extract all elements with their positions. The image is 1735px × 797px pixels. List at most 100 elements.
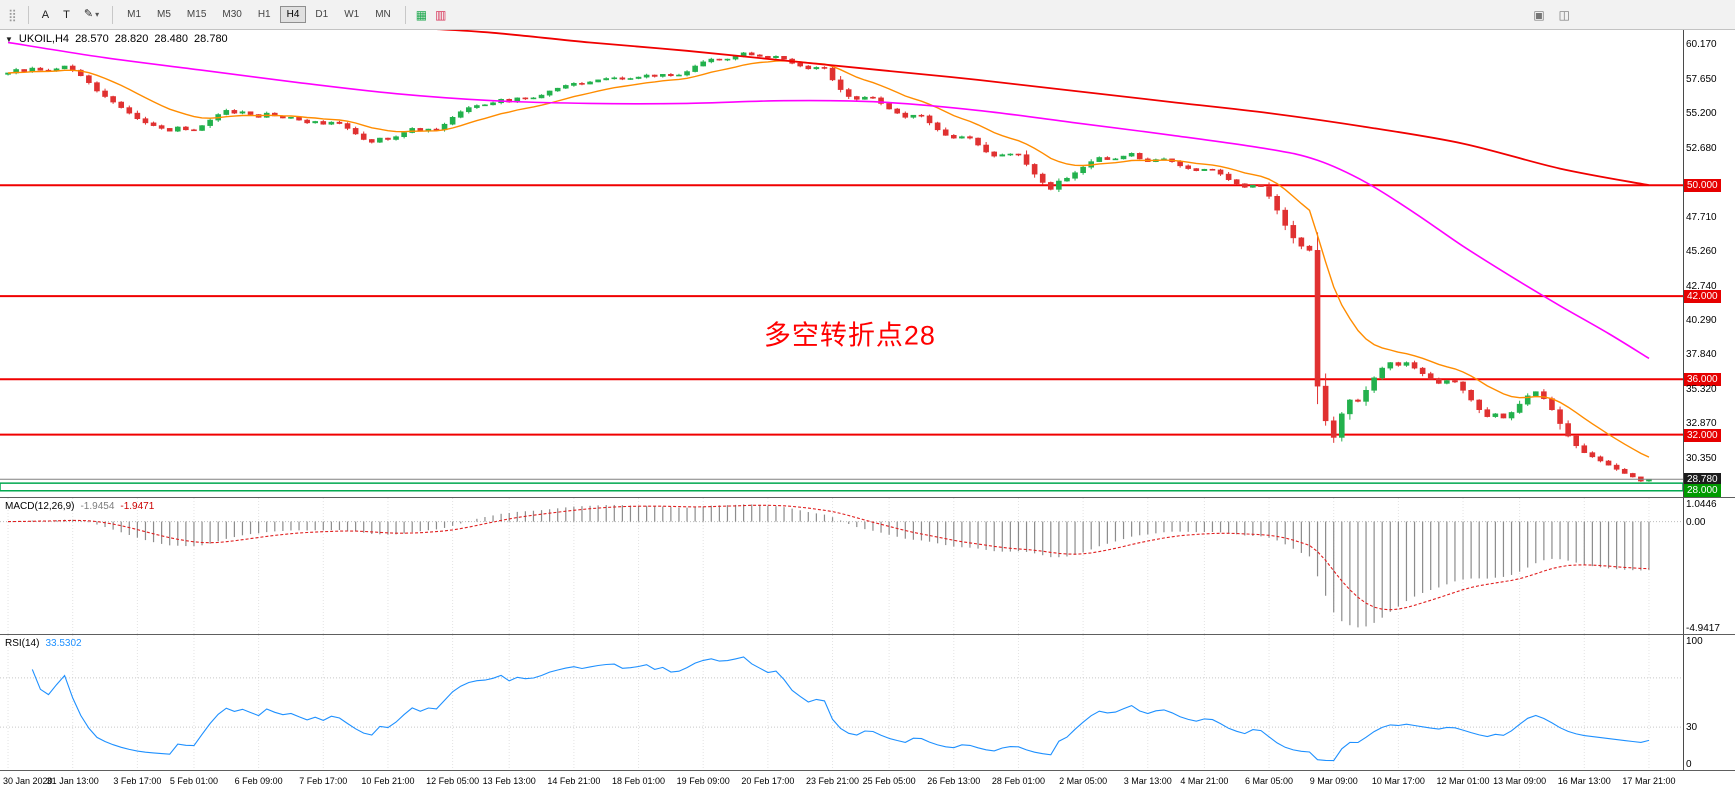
price-chart-panel: ▼ UKOIL,H4 28.570 28.820 28.480 28.780 多… (0, 30, 1735, 498)
text-label-tool-button[interactable]: A (36, 5, 55, 25)
timeframe-h1-button[interactable]: H1 (251, 6, 278, 23)
time-label: 2 Mar 05:00 (1059, 776, 1108, 786)
time-label: 12 Feb 05:00 (426, 776, 480, 786)
symbol-ohlc-label: ▼ UKOIL,H4 28.570 28.820 28.480 28.780 (5, 33, 228, 45)
price-level-badge: 32.000 (1684, 428, 1721, 442)
window-icon[interactable]: ◫ (1558, 7, 1570, 22)
price-level-badge: 28.000 (1684, 484, 1721, 498)
price-tick-label: 32.870 (1686, 417, 1717, 429)
low-value: 28.480 (154, 33, 189, 45)
rsi-label: RSI(14) 33.5302 (5, 638, 82, 649)
toolbar-separator (27, 5, 29, 24)
price-tick-label: 42.740 (1686, 280, 1717, 292)
timeframe-m15-button[interactable]: M15 (180, 6, 213, 23)
time-label: 4 Mar 21:00 (1180, 776, 1229, 786)
chart-area: ▼ UKOIL,H4 28.570 28.820 28.480 28.780 多… (0, 30, 1735, 797)
price-tick-label: 55.200 (1686, 108, 1717, 120)
toolbar-separator (112, 5, 114, 24)
macd-plot[interactable]: MACD(12,26,9) -1.9454 -1.9471 (0, 498, 1683, 634)
price-tick-label: 30.350 (1686, 452, 1717, 464)
time-label: 20 Feb 17:00 (741, 776, 795, 786)
symbol-name: UKOIL,H4 (18, 33, 70, 45)
timeframe-m30-button[interactable]: M30 (215, 6, 248, 23)
price-tick-label: 45.260 (1686, 245, 1717, 257)
price-level-badge: 42.000 (1684, 290, 1721, 304)
macd-main-value: -1.9454 (80, 501, 115, 512)
macd-tick-label: 0.00 (1686, 516, 1706, 528)
price-tick-label: 47.710 (1686, 211, 1717, 223)
price-tick-label: 37.840 (1686, 348, 1717, 360)
macd-signal-value: -1.9471 (120, 501, 155, 512)
timeframe-d1-button[interactable]: D1 (308, 6, 335, 23)
time-label: 3 Feb 17:00 (113, 776, 162, 786)
timeframe-mn-button[interactable]: MN (368, 6, 398, 23)
price-chart-canvas (0, 30, 1683, 492)
toolbar-separator (404, 5, 406, 24)
macd-canvas (0, 498, 1683, 634)
macd-tick-label: 1.0446 (1686, 499, 1717, 510)
rsi-name: RSI(14) (5, 638, 40, 649)
rsi-plot[interactable]: RSI(14) 33.5302 (0, 635, 1683, 770)
time-label: 14 Feb 21:00 (547, 776, 601, 786)
text-box-tool-button[interactable]: T (57, 5, 76, 25)
time-label: 5 Feb 01:00 (169, 776, 218, 786)
time-label: 6 Feb 09:00 (234, 776, 283, 786)
time-label: 9 Mar 09:00 (1309, 776, 1358, 786)
time-label: 13 Feb 13:00 (482, 776, 536, 786)
time-label: 7 Feb 17:00 (299, 776, 348, 786)
price-tick-label: 40.290 (1686, 314, 1717, 326)
time-label: 10 Mar 17:00 (1371, 776, 1425, 786)
time-label: 3 Mar 13:00 (1123, 776, 1172, 786)
pencil-icon: ✎ (83, 8, 94, 20)
rsi-panel: RSI(14) 33.5302 100 30 0 (0, 635, 1735, 771)
layout-grid-icon[interactable]: ▣ (1533, 7, 1545, 22)
price-tick-label: 35.320 (1686, 383, 1717, 395)
macd-tick-label: -4.9417 (1686, 623, 1720, 634)
timeframe-w1-button[interactable]: W1 (337, 6, 366, 23)
time-label: 18 Feb 01:00 (612, 776, 666, 786)
time-label: 31 Jan 13:00 (46, 776, 99, 786)
time-label: 12 Mar 01:00 (1436, 776, 1490, 786)
chart-down-icon[interactable]: ▥ (435, 7, 447, 22)
price-axis[interactable]: 60.170 57.650 55.200 52.680 50.000 47.710 45.2… (1683, 30, 1735, 498)
timeframe-m1-button[interactable]: M1 (120, 6, 148, 23)
chevron-down-icon: ▾ (95, 10, 100, 19)
time-label: 26 Feb 13:00 (927, 776, 981, 786)
open-value: 28.570 (75, 33, 109, 45)
rsi-canvas (0, 635, 1683, 770)
toolbar: ⣿ A T ✎ ▾ M1 M5 M15 M30 H1 H4 D1 W1 MN ▦ … (0, 0, 1735, 30)
close-value: 28.780 (194, 33, 228, 45)
time-label: 23 Feb 21:00 (806, 776, 860, 786)
price-chart-plot[interactable]: ▼ UKOIL,H4 28.570 28.820 28.480 28.780 多… (0, 30, 1683, 497)
rsi-tick-label: 30 (1686, 722, 1698, 734)
macd-panel: MACD(12,26,9) -1.9454 -1.9471 1.0446 0.00… (0, 498, 1735, 635)
macd-label: MACD(12,26,9) -1.9454 -1.9471 (5, 501, 154, 512)
time-axis[interactable]: 30 Jan 2020 31 Jan 13:00 3 Feb 17:00 5 Feb … (0, 771, 1735, 797)
rsi-axis[interactable]: 100 30 0 (1683, 635, 1735, 770)
timeframe-m5-button[interactable]: M5 (150, 6, 178, 23)
rsi-tick-label: 100 (1686, 636, 1703, 647)
chart-up-icon[interactable]: ▦ (415, 7, 428, 22)
price-tick-label: 60.170 (1686, 39, 1717, 51)
timeframe-h4-button[interactable]: H4 (279, 6, 307, 23)
price-level-badge: 50.000 (1684, 179, 1721, 193)
time-label: 10 Feb 21:00 (361, 776, 415, 786)
high-value: 28.820 (114, 33, 149, 45)
toolbar-drag-handle[interactable]: ⣿ (8, 7, 17, 22)
time-label: 28 Feb 01:00 (991, 776, 1045, 786)
dropdown-triangle-icon[interactable]: ▼ (5, 34, 13, 44)
rsi-value: 33.5302 (45, 638, 82, 649)
time-label: 6 Mar 05:00 (1245, 776, 1294, 786)
price-tick-label: 52.680 (1686, 143, 1717, 155)
price-level-badge: 36.000 (1684, 373, 1721, 387)
annotation-text[interactable]: 多空转折点28 (763, 320, 936, 351)
macd-axis[interactable]: 1.0446 0.00 -4.9417 (1683, 498, 1735, 634)
time-label: 25 Feb 05:00 (862, 776, 916, 786)
time-label: 19 Feb 09:00 (676, 776, 730, 786)
draw-tool-button[interactable]: ✎ ▾ (78, 4, 105, 25)
price-tick-label: 57.650 (1686, 74, 1717, 86)
time-label: 13 Mar 09:00 (1493, 776, 1547, 786)
time-label: 30 Jan 2020 (3, 776, 53, 786)
time-label: 17 Mar 21:00 (1622, 776, 1676, 786)
